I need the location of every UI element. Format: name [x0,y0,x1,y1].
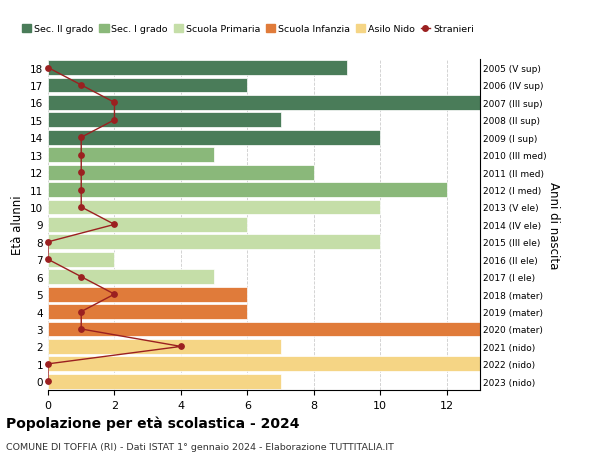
Bar [48,218,247,232]
Point [43,378,53,385]
Bar [48,61,347,76]
Point [110,117,119,124]
Point [76,325,86,333]
Point [76,82,86,90]
Point [43,360,53,368]
Point [76,186,86,194]
Point [176,343,186,350]
Bar [48,130,380,146]
Bar [48,165,314,180]
Bar [48,287,247,302]
Text: Popolazione per età scolastica - 2024: Popolazione per età scolastica - 2024 [6,415,299,430]
Bar [48,113,281,128]
Bar [48,96,480,111]
Bar [48,322,480,336]
Text: COMUNE DI TOFFIA (RI) - Dati ISTAT 1° gennaio 2024 - Elaborazione TUTTITALIA.IT: COMUNE DI TOFFIA (RI) - Dati ISTAT 1° ge… [6,442,394,451]
Point [110,291,119,298]
Point [76,274,86,281]
Point [76,308,86,315]
Point [43,256,53,263]
Legend: Sec. II grado, Sec. I grado, Scuola Primaria, Scuola Infanzia, Asilo Nido, Stran: Sec. II grado, Sec. I grado, Scuola Prim… [18,22,478,38]
Bar [48,339,281,354]
Bar [48,304,247,319]
Bar [48,78,247,93]
Point [110,221,119,229]
Point [76,169,86,176]
Point [43,65,53,72]
Point [76,134,86,142]
Bar [48,183,447,197]
Bar [48,252,115,267]
Point [43,239,53,246]
Point [76,151,86,159]
Point [76,204,86,211]
Point [110,100,119,107]
Y-axis label: Anni di nascita: Anni di nascita [547,181,560,269]
Bar [48,374,281,389]
Bar [48,235,380,250]
Bar [48,357,480,371]
Bar [48,270,214,285]
Bar [48,148,214,163]
Bar [48,200,380,215]
Y-axis label: Età alunni: Età alunni [11,195,25,255]
